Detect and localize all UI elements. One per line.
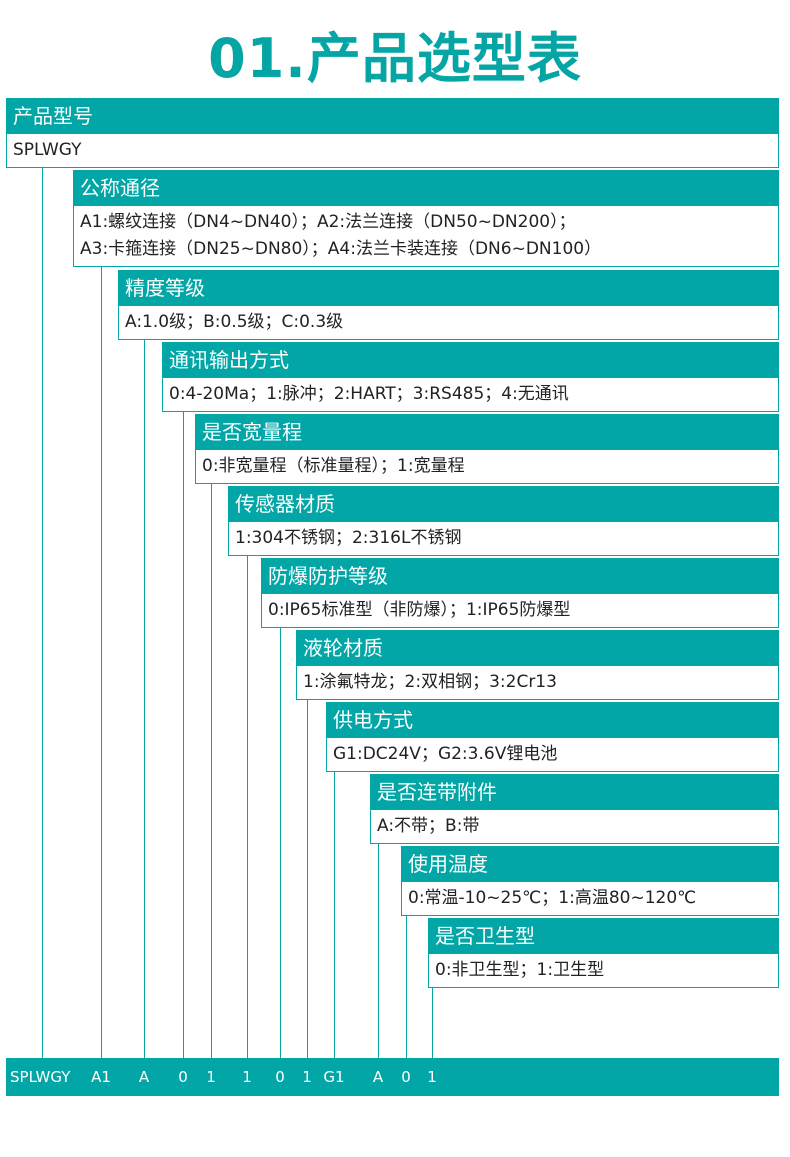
section-7: 防爆防护等级 0:IP65标准型（非防爆）；1:IP65防爆型	[261, 558, 779, 628]
option-line: 0:非宽量程（标准量程）；1:宽量程	[202, 456, 465, 476]
option-line: 0:4-20Ma；1:脉冲；2:HART；3:RS485；4:无通讯	[169, 384, 569, 404]
section-options: A:1.0级；B:0.5级；C:0.3级	[118, 306, 779, 340]
option-line: SPLWGY	[13, 140, 82, 160]
section-options: 0:常温-10~25℃；1:高温80~120℃	[401, 882, 779, 916]
section-header: 液轮材质	[296, 630, 779, 666]
page-title: 01.产品选型表	[208, 27, 582, 90]
connector-line	[334, 762, 335, 1058]
example-code: A	[372, 1068, 384, 1086]
section-header: 公称通径	[73, 170, 779, 206]
section-header: 精度等级	[118, 270, 779, 306]
example-code: G1	[323, 1068, 345, 1086]
section-options: 0:非宽量程（标准量程）；1:宽量程	[195, 450, 779, 484]
connector-line	[280, 618, 281, 1058]
example-code-bar: SPLWGY A1 A 0 1 1 0 1 G1 A 0 1	[6, 1058, 779, 1096]
section-options: A:不带；B:带	[370, 810, 779, 844]
section-options: 1:304不锈钢；2:316L不锈钢	[228, 522, 779, 556]
connector-line	[307, 690, 308, 1058]
section-9: 供电方式 G1:DC24V；G2:3.6V锂电池	[326, 702, 779, 772]
example-code: 0	[178, 1068, 188, 1086]
section-11: 使用温度 0:常温-10~25℃；1:高温80~120℃	[401, 846, 779, 916]
section-header: 传感器材质	[228, 486, 779, 522]
option-line: 0:非卫生型；1:卫生型	[435, 960, 605, 980]
example-code: 1	[206, 1068, 216, 1086]
section-options: 0:IP65标准型（非防爆）；1:IP65防爆型	[261, 594, 779, 628]
section-header: 是否卫生型	[428, 918, 779, 954]
option-line: 0:常温-10~25℃；1:高温80~120℃	[408, 888, 697, 908]
section-12: 是否卫生型 0:非卫生型；1:卫生型	[428, 918, 779, 988]
section-8: 液轮材质 1:涂氟特龙；2:双相钢；3:2Cr13	[296, 630, 779, 700]
section-options: SPLWGY	[6, 134, 779, 168]
section-header: 通讯输出方式	[162, 342, 779, 378]
option-line: A:不带；B:带	[377, 816, 480, 836]
connector-line	[406, 906, 407, 1058]
option-line: 1:304不锈钢；2:316L不锈钢	[235, 528, 462, 548]
section-6: 传感器材质 1:304不锈钢；2:316L不锈钢	[228, 486, 779, 556]
section-5: 是否宽量程 0:非宽量程（标准量程）；1:宽量程	[195, 414, 779, 484]
section-options: 1:涂氟特龙；2:双相钢；3:2Cr13	[296, 666, 779, 700]
section-3: 精度等级 A:1.0级；B:0.5级；C:0.3级	[118, 270, 779, 340]
section-options: 0:4-20Ma；1:脉冲；2:HART；3:RS485；4:无通讯	[162, 378, 779, 412]
section-options: 0:非卫生型；1:卫生型	[428, 954, 779, 988]
section-header: 防爆防护等级	[261, 558, 779, 594]
section-options: G1:DC24V；G2:3.6V锂电池	[326, 738, 779, 772]
connector-line	[247, 546, 248, 1058]
example-code: 0	[275, 1068, 285, 1086]
section-4: 通讯输出方式 0:4-20Ma；1:脉冲；2:HART；3:RS485；4:无通讯	[162, 342, 779, 412]
example-code: SPLWGY	[10, 1068, 71, 1086]
option-line: A:1.0级；B:0.5级；C:0.3级	[125, 312, 344, 332]
section-options: A1:螺纹连接（DN4~DN40）；A2:法兰连接（DN50~DN200）； A3…	[73, 206, 779, 267]
section-2: 公称通径 A1:螺纹连接（DN4~DN40）；A2:法兰连接（DN50~DN200…	[73, 170, 779, 267]
connector-line	[432, 978, 433, 1058]
section-header: 使用温度	[401, 846, 779, 882]
example-code: 1	[302, 1068, 312, 1086]
section-10: 是否连带附件 A:不带；B:带	[370, 774, 779, 844]
section-header: 产品型号	[6, 98, 779, 134]
option-line: 0:IP65标准型（非防爆）；1:IP65防爆型	[268, 600, 571, 620]
section-header: 供电方式	[326, 702, 779, 738]
option-line: A3:卡箍连接（DN25~DN80）；A4:法兰卡装连接（DN6~DN100）	[80, 239, 602, 259]
section-header: 是否宽量程	[195, 414, 779, 450]
connector-line	[144, 330, 145, 1058]
option-line: A1:螺纹连接（DN4~DN40）；A2:法兰连接（DN50~DN200）；	[80, 212, 576, 232]
option-line: 1:涂氟特龙；2:双相钢；3:2Cr13	[303, 672, 557, 692]
section-1: 产品型号 SPLWGY	[6, 98, 779, 168]
example-code: 1	[427, 1068, 437, 1086]
section-header: 是否连带附件	[370, 774, 779, 810]
connector-line	[211, 474, 212, 1058]
example-code: 1	[242, 1068, 252, 1086]
example-code: 0	[401, 1068, 411, 1086]
option-line: G1:DC24V；G2:3.6V锂电池	[333, 744, 558, 764]
connector-line	[378, 834, 379, 1058]
connector-line	[183, 402, 184, 1058]
connector-line	[42, 158, 43, 1058]
connector-line	[101, 230, 102, 1058]
example-code: A	[138, 1068, 150, 1086]
example-code: A1	[91, 1068, 111, 1086]
